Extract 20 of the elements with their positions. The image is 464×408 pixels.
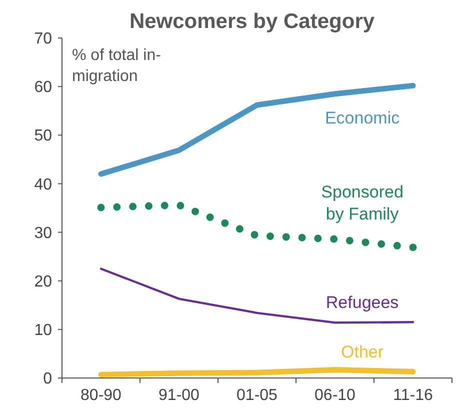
series-label: Sponsored by Family — [321, 182, 404, 224]
x-tick-label: 91-00 — [158, 387, 200, 404]
series-label: Economic — [324, 108, 400, 128]
y-tick-label: 0 — [43, 370, 52, 388]
x-tick-label: 06-10 — [314, 387, 356, 404]
chart-title: Newcomers by Category — [129, 10, 375, 33]
y-tick-label: 40 — [34, 176, 52, 194]
y-tick-label: 50 — [34, 128, 52, 145]
x-tick-label: 80-90 — [80, 387, 122, 404]
line-series — [100, 268, 414, 324]
x-tick-label: 01-05 — [236, 387, 278, 404]
series-label: Other — [341, 342, 384, 362]
y-tick-label: 60 — [34, 79, 52, 96]
y-tick-label: 10 — [34, 322, 52, 340]
x-tick-label: 11-16 — [393, 387, 433, 404]
y-axis-title: % of total in-migration — [72, 47, 161, 85]
y-tick-label: 70 — [34, 30, 52, 48]
series-label: Refugees — [326, 293, 399, 312]
y-tick-label: 20 — [34, 273, 52, 290]
y-tick-label: 30 — [34, 224, 52, 242]
